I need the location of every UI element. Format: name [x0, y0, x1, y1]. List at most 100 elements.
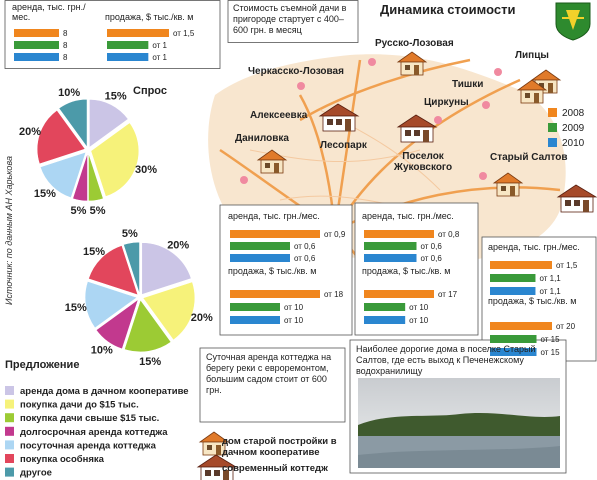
bar-chart-title: продажа, $ тыс./кв. м: [362, 266, 451, 276]
place-label: Поселок Жуковского: [393, 151, 453, 173]
pie-slice: [84, 281, 138, 329]
place-label: Старый Салтов: [490, 152, 568, 163]
legend-label: покупка дачи свыше $15 тыс.: [20, 413, 159, 424]
price-box: [354, 202, 479, 336]
town-dot: [368, 58, 376, 66]
place-label: Лесопарк: [320, 140, 367, 151]
bar-label: от 15: [541, 348, 561, 357]
bar: [230, 230, 320, 238]
pie-slice: [88, 245, 139, 296]
bar-label: от 10: [409, 303, 429, 312]
bar: [490, 287, 536, 295]
bar: [14, 53, 59, 61]
bar: [107, 53, 149, 61]
legend-label: 2008: [562, 108, 585, 119]
note-text: Суточная аренда коттеджа на берегу реки …: [206, 352, 332, 395]
legend-label: аренда дома в дачном кооперативе: [20, 386, 189, 397]
bar: [14, 41, 59, 49]
pie-slice: [88, 152, 104, 202]
pie-slice: [95, 298, 139, 350]
road: [333, 59, 362, 231]
source: Источник: по данным АН Харькова: [4, 156, 14, 305]
coat-of-arms: [555, 2, 591, 41]
pie-slice: [123, 241, 140, 295]
legend-swatch: [5, 386, 14, 395]
pie-slice: [72, 152, 88, 202]
pie-label: 15%: [139, 356, 161, 368]
bar: [107, 41, 149, 49]
house-legend-text: дом старой постройки в дачном кооператив…: [222, 436, 337, 458]
pie-label: 5%: [90, 205, 106, 217]
title: Динамика стоимости: [380, 2, 515, 17]
bar: [490, 348, 537, 356]
town-dots: [240, 58, 502, 184]
town-dot: [434, 116, 442, 124]
bar-label: 8: [63, 41, 68, 50]
legend-label: долгосрочная аренда коттеджа: [20, 427, 168, 438]
bar: [14, 29, 59, 37]
bar-chart-title: продажа, $ тыс./кв. м: [488, 296, 577, 306]
pie-label: 30%: [135, 164, 157, 176]
bar: [230, 254, 290, 262]
legend-swatch: [5, 467, 14, 477]
pie-title: Спрос: [133, 85, 167, 97]
bar: [230, 303, 280, 311]
bar-label: от 10: [284, 316, 304, 325]
town-dot: [494, 68, 502, 76]
note-box: [227, 0, 359, 43]
price-box: [219, 204, 353, 336]
bar: [230, 242, 290, 250]
legend-swatch: [548, 108, 557, 117]
pie-label: 20%: [167, 239, 189, 251]
bar-label: от 0,6: [294, 242, 316, 251]
bar-label: от 0,9: [324, 230, 346, 239]
pie-slice: [89, 99, 129, 148]
bar-chart-title: аренда, тыс. грн./мес.: [228, 211, 320, 221]
legend-swatch: [5, 440, 14, 450]
bar-label: от 10: [284, 303, 304, 312]
town-dot: [479, 172, 487, 180]
bar-label: от 15: [541, 335, 561, 344]
pie-label: 10%: [58, 87, 80, 99]
place-label: Русско-Лозовая: [375, 38, 454, 49]
note-box: [199, 347, 346, 423]
pie-slice: [39, 151, 87, 199]
legend-label: 2010: [562, 138, 585, 149]
bar-label: от 0,6: [294, 254, 316, 263]
bar: [230, 316, 280, 324]
place-label: Тишки: [452, 79, 484, 90]
photo-trees: [358, 413, 560, 436]
photo: [358, 378, 560, 468]
town-dot: [482, 101, 490, 109]
legend-label: посуточная аренда коттеджа: [20, 440, 157, 451]
legend-label: другое: [20, 468, 52, 479]
legend-swatch: [548, 138, 557, 147]
legend-swatch: [548, 123, 557, 132]
place-label: Даниловка: [235, 133, 289, 144]
legend-swatch: [5, 426, 14, 436]
bar-label: от 0,6: [421, 254, 443, 263]
road: [299, 58, 471, 122]
bar: [364, 290, 434, 298]
pie-slice: [142, 281, 196, 341]
legend-label: 2009: [562, 123, 585, 134]
bar-label: от 17: [438, 290, 458, 299]
bar: [107, 29, 169, 37]
bar-chart-title: продажа, $ тыс./кв. м: [228, 266, 317, 276]
place-label: Черкасско-Лозовая: [248, 66, 344, 77]
bar: [490, 335, 537, 343]
bar-label: от 1,1: [539, 274, 561, 283]
pie-slice: [141, 242, 192, 295]
legend-swatch: [5, 454, 14, 463]
pie-slice: [124, 299, 172, 353]
legend-swatch: [5, 413, 14, 423]
bar: [490, 261, 552, 269]
bar-label: от 0,8: [438, 230, 460, 239]
town-dot: [240, 176, 248, 184]
bar-label: от 1,1: [539, 287, 561, 296]
bar: [364, 242, 417, 250]
photo-water-near: [358, 446, 560, 468]
